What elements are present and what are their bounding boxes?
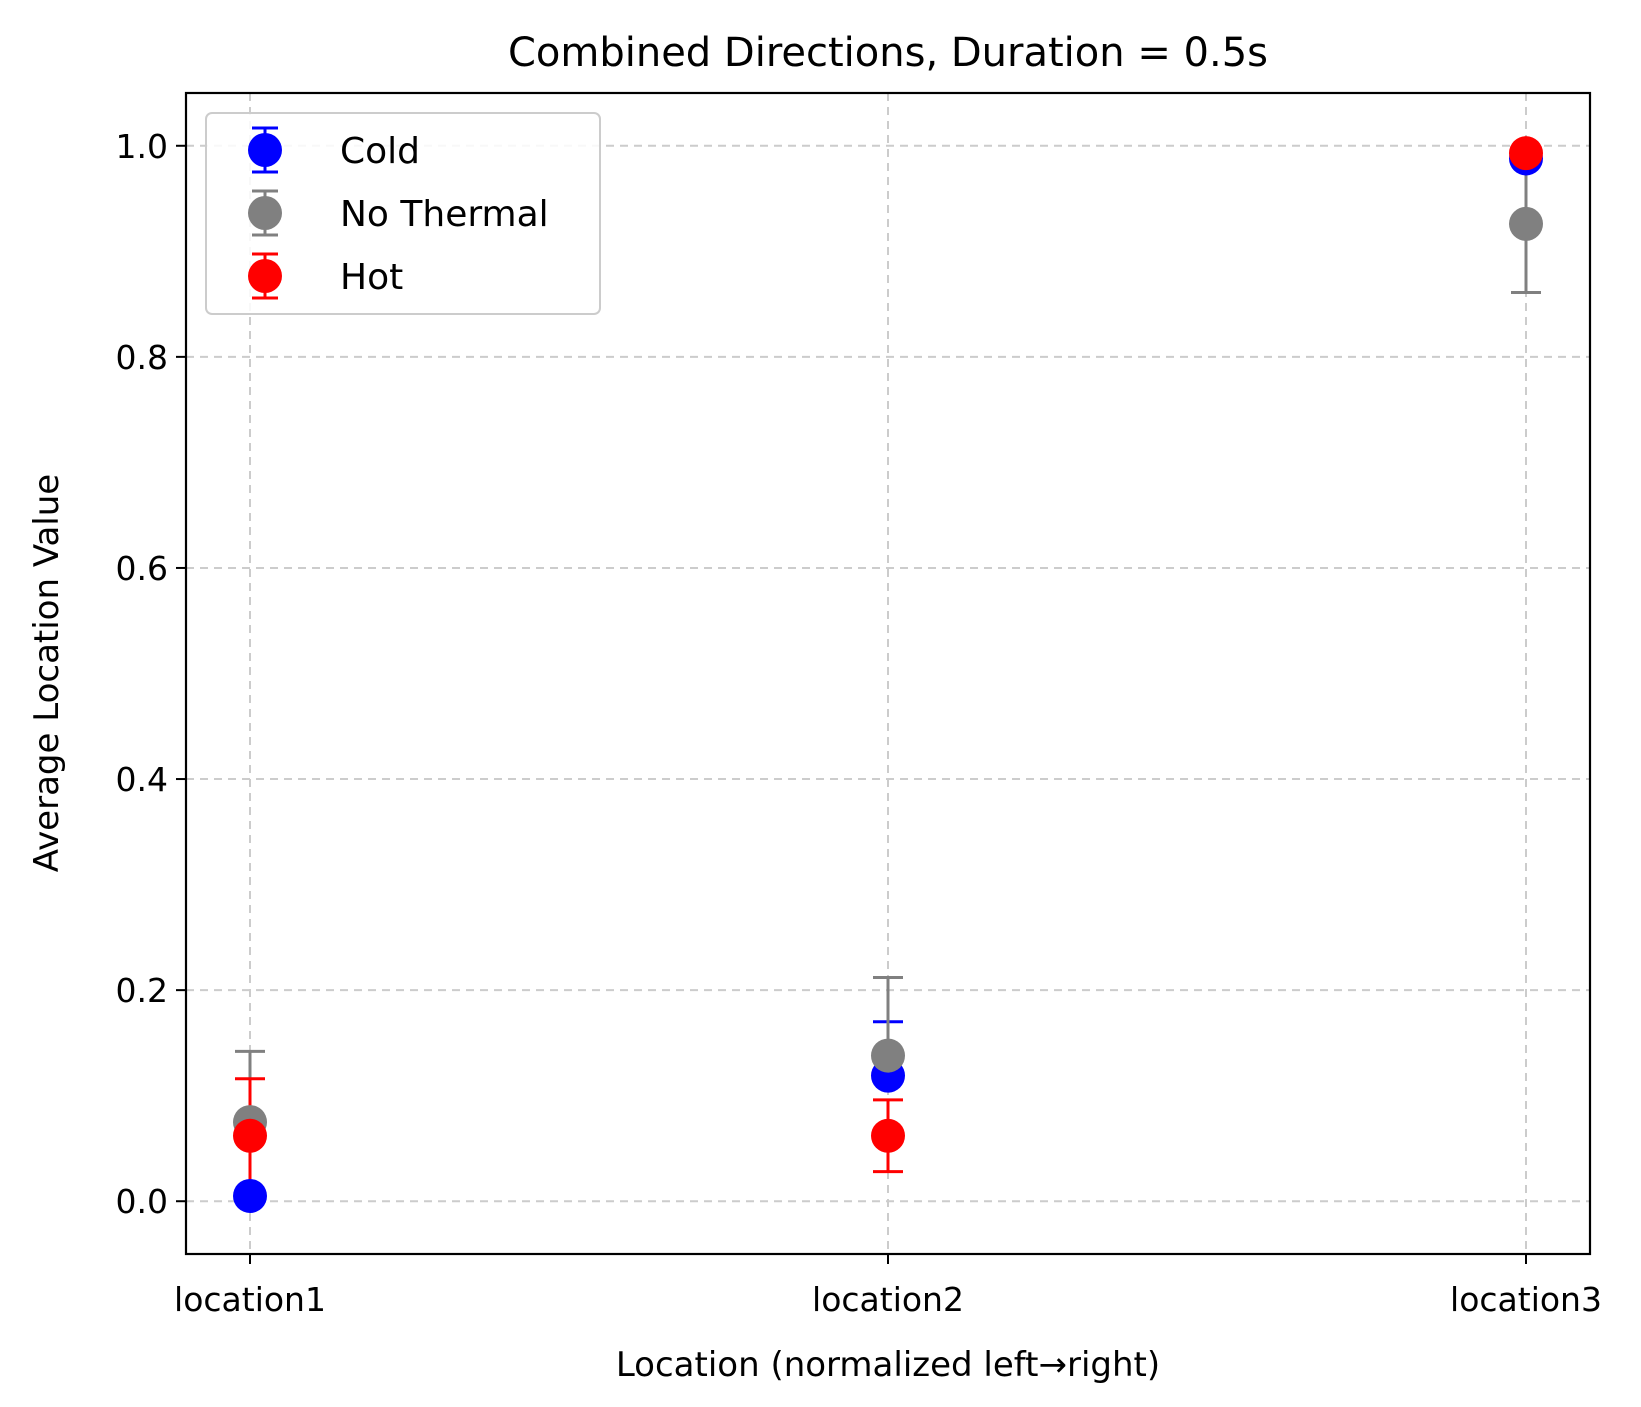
x-axis-ticks: location1 location2 location3 <box>174 1254 1602 1319</box>
chart-title: Combined Directions, Duration = 0.5s <box>508 30 1268 76</box>
y-axis-label: Average Location Value <box>27 474 67 872</box>
y-tick-label: 1.0 <box>116 127 168 166</box>
x-axis-label: Location (normalized left→right) <box>616 1345 1160 1385</box>
x-tick-label: location2 <box>812 1280 964 1319</box>
legend-label-hot: Hot <box>340 257 403 298</box>
legend: Cold No Thermal Hot <box>205 112 601 315</box>
legend-marker-no-thermal <box>248 196 282 230</box>
y-tick-label: 0.0 <box>116 1182 168 1221</box>
data-point-no-thermal <box>871 1038 905 1073</box>
data-point-hot <box>871 1118 905 1153</box>
legend-marker-hot <box>248 259 282 293</box>
data-point-hot <box>1509 136 1543 171</box>
data-point-no-thermal <box>1509 206 1543 241</box>
x-tick-label: location3 <box>1450 1280 1602 1319</box>
y-axis-ticks: 0.0 0.2 0.4 0.6 0.8 1.0 <box>116 127 186 1221</box>
y-tick-label: 0.2 <box>116 971 168 1010</box>
data-point-cold <box>233 1178 267 1213</box>
legend-marker-cold <box>248 133 282 167</box>
x-tick-label: location1 <box>174 1280 326 1319</box>
legend-box <box>205 112 601 315</box>
legend-label-no-thermal: No Thermal <box>340 194 549 235</box>
legend-label-cold: Cold <box>340 131 420 172</box>
y-tick-label: 0.8 <box>116 338 168 377</box>
y-tick-label: 0.6 <box>116 549 168 588</box>
data-point-hot <box>233 1118 267 1153</box>
data-points <box>233 136 1543 1213</box>
y-tick-label: 0.4 <box>116 760 168 799</box>
